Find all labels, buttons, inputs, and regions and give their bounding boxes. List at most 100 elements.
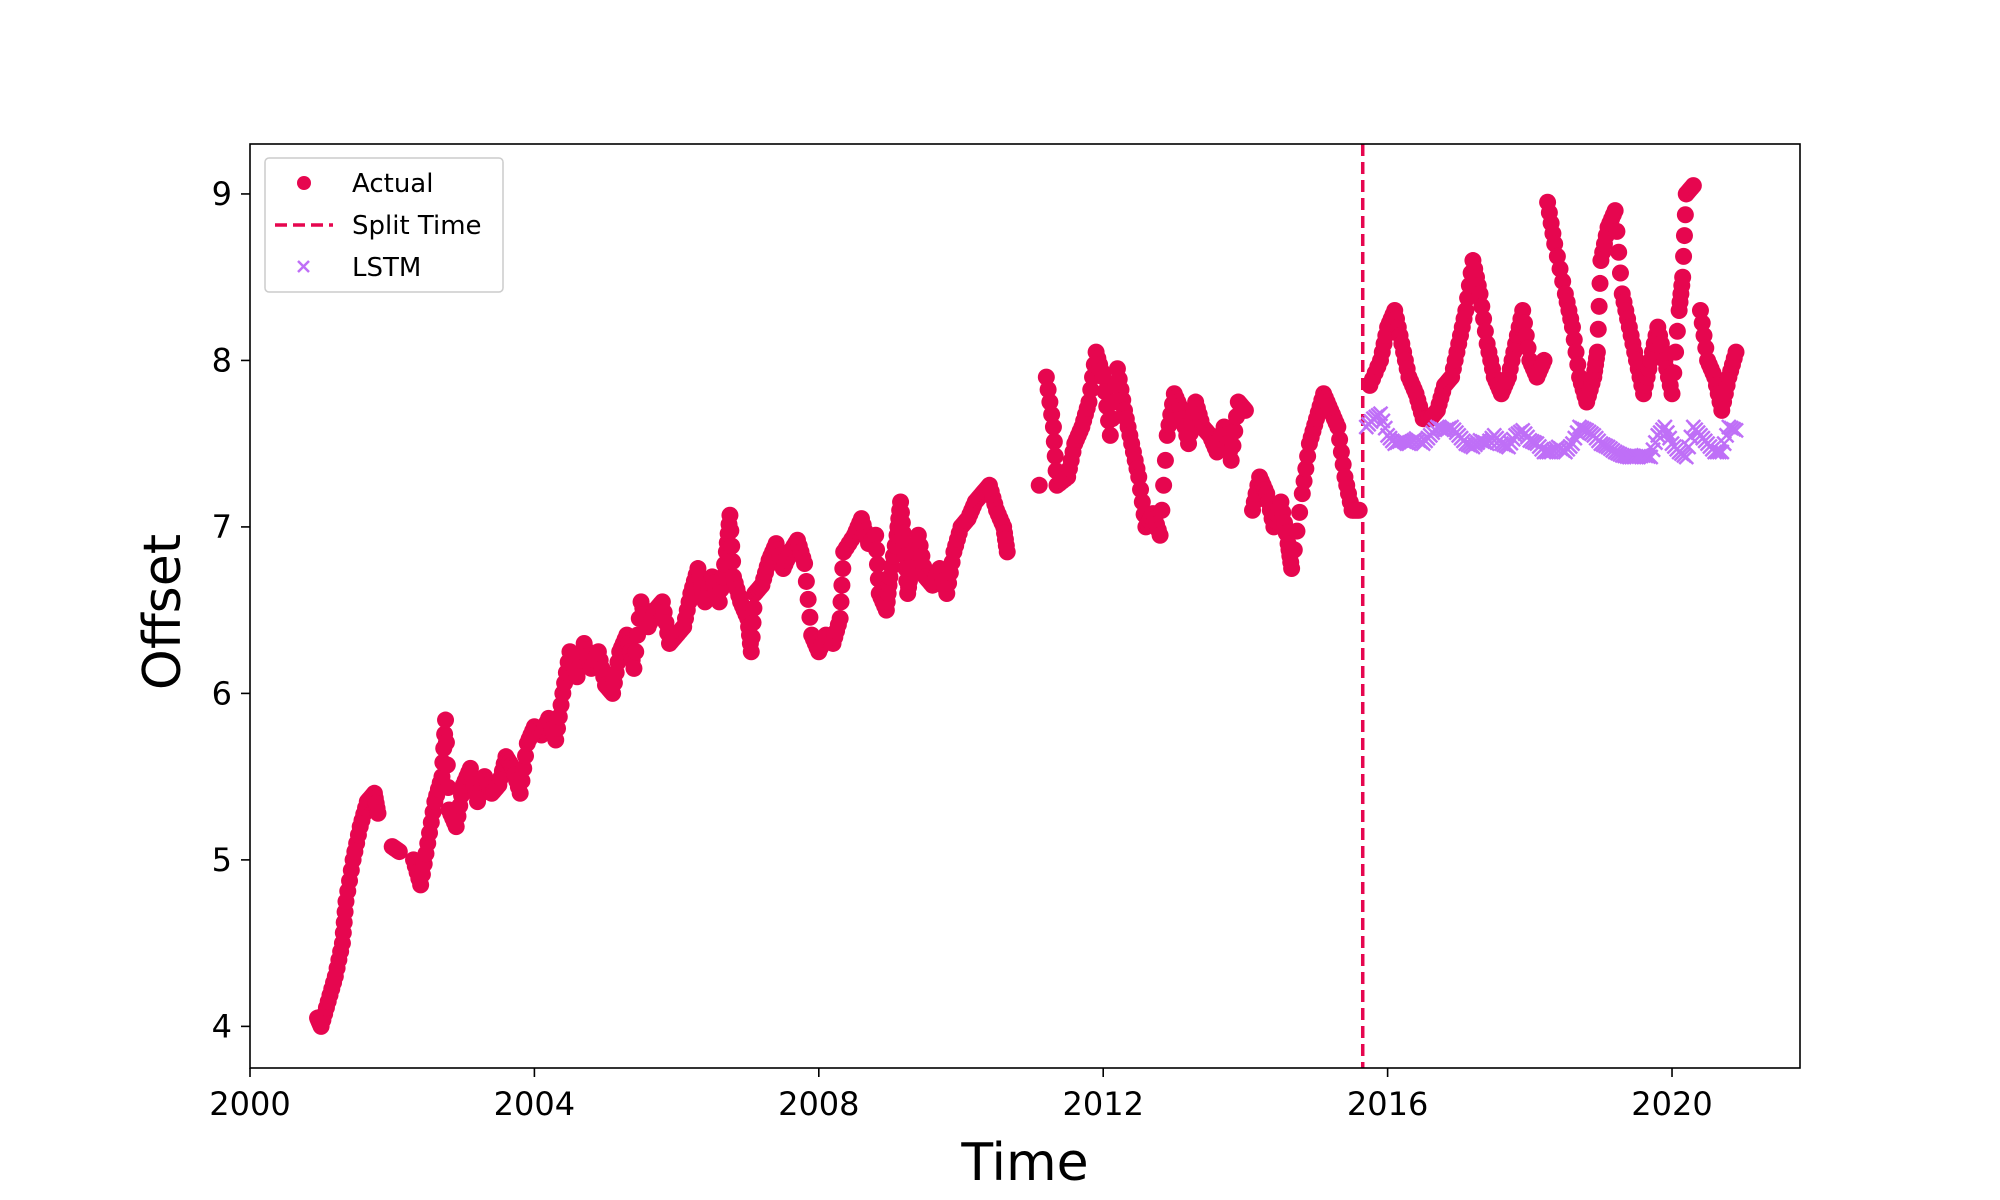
actual-point xyxy=(1151,526,1169,544)
actual-point xyxy=(1329,418,1347,436)
actual-point xyxy=(1676,206,1694,224)
legend: Actual Split Time LSTM xyxy=(264,157,504,293)
actual-point xyxy=(1535,351,1553,369)
actual-point xyxy=(439,778,457,796)
actual-point xyxy=(1591,274,1609,292)
actual-point xyxy=(1515,314,1533,332)
actual-point xyxy=(1156,451,1174,469)
actual-point xyxy=(1080,393,1098,411)
actual-point xyxy=(1665,364,1683,382)
actual-point xyxy=(1563,318,1581,336)
actual-point xyxy=(1569,356,1587,374)
actual-point xyxy=(1037,368,1055,386)
actual-point xyxy=(1350,501,1368,519)
actual-point xyxy=(438,756,456,774)
actual-point xyxy=(1691,301,1709,319)
actual-point xyxy=(1285,541,1303,559)
x-tick-label: 2008 xyxy=(778,1085,859,1123)
actual-point xyxy=(1674,268,1692,286)
actual-point xyxy=(369,804,387,822)
actual-point xyxy=(1663,385,1681,403)
actual-point xyxy=(1030,476,1048,494)
actual-point xyxy=(1132,480,1150,498)
legend-lstm-marker xyxy=(297,260,310,273)
actual-point xyxy=(1130,468,1148,486)
actual-point xyxy=(1606,202,1624,220)
actual-point xyxy=(801,608,819,626)
lstm-point xyxy=(1728,422,1744,439)
legend-actual-marker xyxy=(297,176,311,190)
actual-point xyxy=(1331,431,1349,449)
actual-point xyxy=(1684,177,1702,195)
actual-point xyxy=(745,599,763,617)
y-tick-label: 4 xyxy=(212,1007,232,1045)
y-tick-label: 7 xyxy=(212,508,232,546)
actual-point xyxy=(627,643,645,661)
actual-point xyxy=(1608,222,1626,240)
plot-area xyxy=(250,144,1800,1068)
actual-point xyxy=(513,772,531,790)
plot-frame xyxy=(249,143,1801,1069)
actual-point xyxy=(1043,406,1061,424)
actual-point xyxy=(511,784,529,802)
actual-point xyxy=(712,580,730,598)
actual-point xyxy=(743,628,761,646)
actual-point xyxy=(1155,476,1173,494)
actual-point xyxy=(867,526,885,544)
actual-point xyxy=(437,734,455,752)
actual-point xyxy=(868,555,886,573)
actual-point xyxy=(1727,343,1745,361)
actual-point xyxy=(1697,339,1715,357)
x-tick-label: 2012 xyxy=(1062,1085,1143,1123)
actual-point xyxy=(834,560,852,578)
actual-point xyxy=(1222,451,1240,469)
actual-point xyxy=(1589,320,1607,338)
actual-point xyxy=(710,593,728,611)
y-axis-title: Offset xyxy=(133,534,193,690)
actual-point xyxy=(1153,501,1171,519)
actual-point xyxy=(1457,301,1475,319)
actual-point xyxy=(1473,297,1491,315)
actual-point xyxy=(1295,472,1313,490)
actual-point xyxy=(1046,447,1064,465)
actual-point xyxy=(797,572,815,590)
actual-point xyxy=(517,747,535,765)
actual-point xyxy=(1565,331,1583,349)
actual-point xyxy=(1590,297,1608,315)
actual-point xyxy=(1236,401,1254,419)
x-tick-label: 2020 xyxy=(1631,1085,1712,1123)
actual-point xyxy=(744,614,762,632)
actual-point xyxy=(1103,410,1121,428)
x-tick-label: 2016 xyxy=(1347,1085,1428,1123)
actual-point xyxy=(799,590,817,608)
actual-point xyxy=(1514,301,1532,319)
actual-point xyxy=(723,537,741,555)
actual-point xyxy=(1288,522,1306,540)
x-axis-title: Time xyxy=(960,1133,1088,1193)
actual-point xyxy=(722,522,740,540)
actual-point xyxy=(1519,339,1537,357)
actual-point xyxy=(742,643,760,661)
actual-point xyxy=(1332,443,1350,461)
actual-point xyxy=(1291,503,1309,521)
actual-point xyxy=(1668,322,1686,340)
legend-split-label: Split Time xyxy=(352,211,482,241)
legend-box xyxy=(264,157,504,293)
actual-point xyxy=(515,759,533,777)
actual-point xyxy=(1471,285,1489,303)
actual-point xyxy=(1567,343,1585,361)
actual-point xyxy=(625,659,643,677)
actual-point xyxy=(1226,422,1244,440)
actual-point xyxy=(1133,493,1151,511)
actual-point xyxy=(1082,381,1100,399)
actual-point xyxy=(1476,322,1494,340)
actual-point xyxy=(1693,314,1711,332)
actual-point xyxy=(998,543,1016,561)
actual-point xyxy=(1041,393,1059,411)
actual-point xyxy=(390,843,408,861)
legend-actual-label: Actual xyxy=(352,169,433,199)
actual-point xyxy=(831,609,849,627)
actual-point xyxy=(1044,418,1062,436)
y-axis: 4 5 6 7 8 9 xyxy=(212,175,250,1045)
